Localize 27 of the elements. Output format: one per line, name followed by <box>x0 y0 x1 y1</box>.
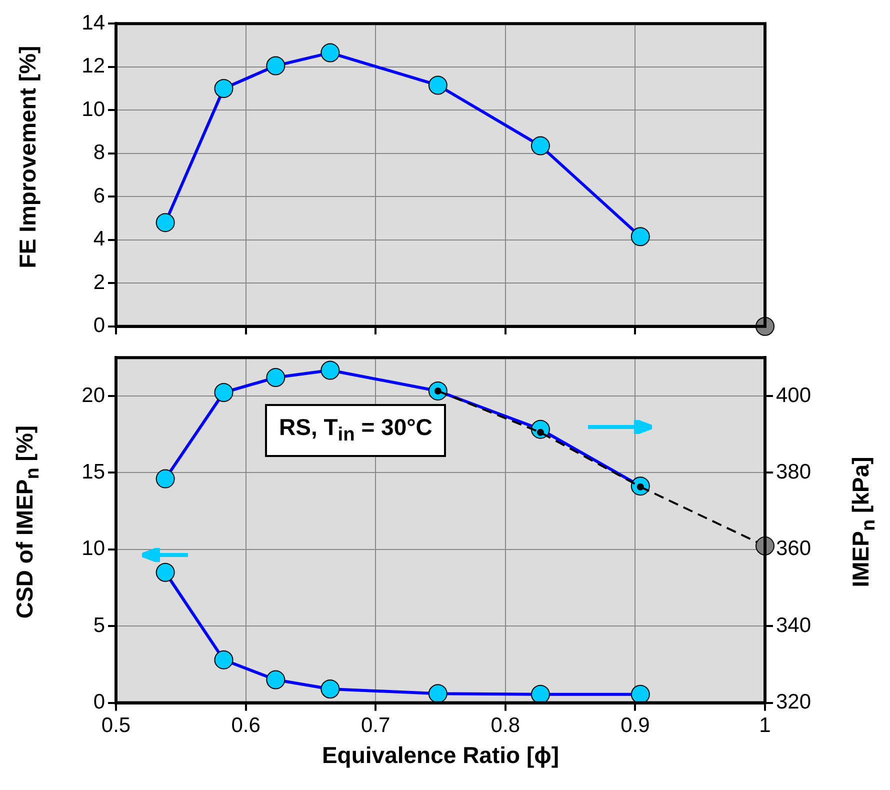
y2-tick-label: 320 <box>776 690 812 714</box>
y-tick-label: 6 <box>93 184 105 208</box>
y-tick-label: 14 <box>82 11 106 34</box>
y-tick-label: 10 <box>82 537 105 560</box>
y2-tick-label: 380 <box>776 460 812 484</box>
y2-tick-label: 340 <box>776 614 812 637</box>
x-tick-label: 0.5 <box>101 714 131 738</box>
y-tick-label: 8 <box>93 141 105 164</box>
y-tick-label: 10 <box>82 98 105 121</box>
x-tick-label: 0.9 <box>620 714 650 738</box>
y2-tick-label: 360 <box>776 537 812 560</box>
y-tick-label: 15 <box>82 460 105 484</box>
y-tick-label: 12 <box>82 54 105 78</box>
x-tick-label: 0.6 <box>231 714 260 738</box>
y-tick-label: 0 <box>93 690 105 714</box>
annotation: RS, T$_{in}$ = 30°C <box>265 404 446 457</box>
y-tick-label: 20 <box>82 384 105 407</box>
x-tick-label: 1 <box>759 714 771 738</box>
y-tick-label: 5 <box>93 614 105 637</box>
y-tick-label: 4 <box>93 228 106 251</box>
y-tick-label: 2 <box>93 270 105 294</box>
y-tick-label: 0 <box>93 314 105 338</box>
y-axis-title: FE Improvement [%] <box>14 46 42 268</box>
y2-tick-label: 400 <box>776 384 812 407</box>
x-tick-label: 0.7 <box>361 714 390 738</box>
x-tick-label: 0.8 <box>490 714 520 738</box>
x-axis-title: Equivalence Ratio [ϕ] <box>320 742 560 769</box>
